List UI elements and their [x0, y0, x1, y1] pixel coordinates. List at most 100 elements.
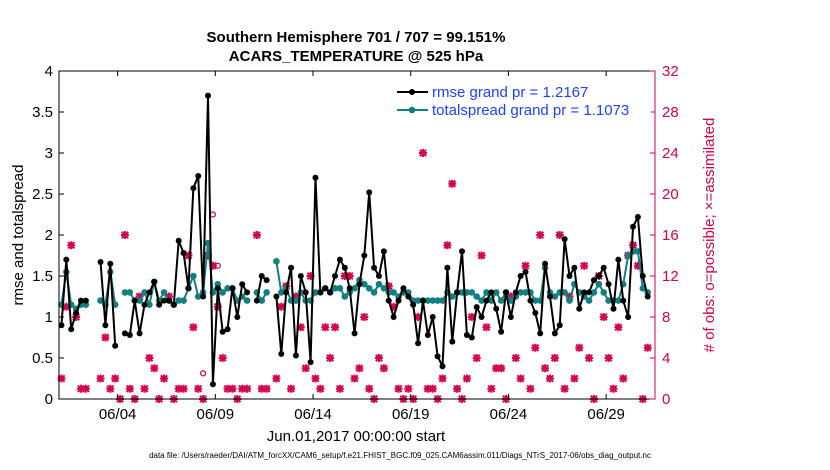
spread-point [507, 297, 515, 304]
obs-assimilated-point [140, 384, 149, 393]
obs-assimilated-point [340, 272, 349, 280]
rmse-point [503, 289, 509, 296]
obs-assimilated-point [448, 179, 457, 188]
obs-assimilated-point [345, 272, 354, 280]
obs-assimilated-point [125, 384, 134, 393]
rmse-point [253, 297, 260, 304]
y-tick-label: 3 [45, 145, 53, 162]
rmse-point [532, 309, 539, 316]
rmse-line [99, 261, 117, 346]
rmse-point [576, 305, 583, 312]
obs-assimilated-point [414, 313, 423, 321]
rmse-point [170, 301, 177, 308]
obs-assimilated-point [252, 231, 261, 239]
obs-assimilated-point [184, 251, 193, 260]
rmse-point [141, 301, 148, 308]
obs-assimilated-point [301, 364, 310, 373]
rmse-point [615, 256, 622, 263]
obs-assimilated-point [384, 282, 393, 291]
obs-assimilated-point [365, 384, 374, 393]
legend: rmse grand pr = 1.2167 totalspread grand… [395, 78, 651, 126]
rmse-point [258, 273, 265, 279]
rmse-point [214, 285, 221, 292]
rmse-point [507, 314, 514, 320]
obs-assimilated-point [321, 323, 330, 332]
rmse-point [156, 301, 163, 308]
obs-assimilated-point [614, 323, 623, 332]
rmse-point [77, 297, 84, 304]
obs-assimilated-point [619, 374, 628, 383]
rmse-point [107, 260, 114, 267]
spread-point [121, 289, 129, 296]
spread-point [439, 297, 446, 304]
spread-point [243, 297, 251, 304]
y-tick-label: 1.5 [32, 268, 53, 285]
rmse-point [341, 264, 348, 271]
rmse-point [405, 293, 412, 300]
rmse-point [473, 304, 480, 311]
rmse-point [297, 273, 304, 279]
rmse-line [124, 95, 248, 385]
y2-tick-label: 24 [662, 145, 679, 162]
obs-assimilated-point [374, 354, 383, 362]
rmse-point [498, 328, 505, 335]
rmse-point [229, 285, 236, 292]
spread-point [492, 289, 500, 296]
rmse-point [644, 293, 651, 300]
spread-point [434, 297, 441, 304]
rmse-point [605, 281, 612, 288]
rmse-point [400, 285, 407, 292]
obs-assimilated-point [599, 313, 608, 321]
rmse-point [630, 223, 637, 230]
spread-point [136, 297, 143, 304]
spread-point [292, 297, 300, 304]
rmse-line [60, 259, 86, 330]
y-axis-right: 0 4 8 12 16 20 24 28 32 [650, 63, 679, 408]
rmse-point [82, 297, 89, 304]
spread-point [595, 280, 603, 288]
y2-tick-label: 0 [662, 391, 670, 408]
rmse-point [537, 330, 544, 337]
rmse-point [600, 264, 607, 271]
rmse-point [542, 260, 549, 267]
spread-point [478, 297, 485, 304]
obs-assimilated-point [62, 302, 71, 311]
obs-assimilated-point [57, 374, 66, 383]
rmse-point [97, 259, 104, 266]
spread-point [351, 285, 358, 292]
rmse-point [610, 305, 617, 312]
spread-point [370, 289, 378, 296]
obs-assimilated-point [360, 313, 369, 321]
rmse-point [493, 305, 500, 312]
spread-point [497, 297, 505, 304]
obs-assimilated-point [550, 354, 559, 362]
obs-assimilated-point [189, 323, 198, 332]
rmse-point [73, 309, 80, 316]
spread-point [473, 293, 480, 300]
rmse-point [165, 297, 172, 304]
rmse-point [185, 285, 192, 292]
obs-assimilated-point [472, 354, 481, 362]
spread-point [590, 289, 598, 296]
obs-assimilated-point [404, 384, 413, 393]
obs-assimilated-point [418, 149, 427, 157]
obs-assimilated-point [272, 374, 281, 383]
rmse-point [278, 350, 285, 357]
rmse-point [551, 330, 558, 337]
rmse-point [146, 289, 153, 296]
rmse-point [478, 314, 485, 320]
spread-point [448, 293, 456, 300]
rmse-point [283, 289, 290, 296]
rmse-point [234, 314, 241, 320]
obs-assimilated-point [545, 374, 554, 383]
obs-assimilated-point [72, 313, 81, 321]
rmse-point [517, 273, 524, 279]
y2-tick-label: 16 [662, 227, 679, 244]
rmse-point [366, 189, 373, 196]
y2-tick-label: 28 [662, 104, 679, 121]
obs-assimilated-point [570, 374, 579, 383]
obs-assimilated-point [331, 323, 340, 332]
rmse-point [273, 293, 280, 300]
obs-assimilated-point [443, 241, 452, 250]
rmse-point [288, 264, 295, 271]
